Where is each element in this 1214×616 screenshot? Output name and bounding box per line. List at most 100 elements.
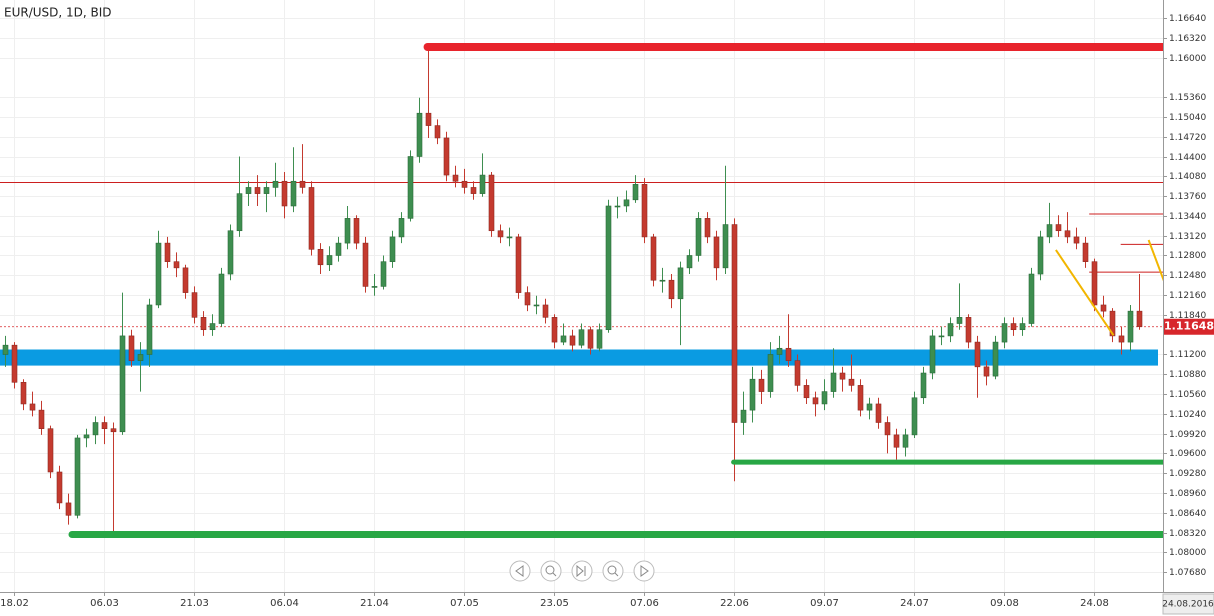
- candle-body: [587, 329, 594, 349]
- x-tick-label: 23.05: [540, 598, 569, 609]
- candle-body: [650, 236, 657, 281]
- support-zone: [0, 349, 1158, 366]
- candle-body: [812, 397, 819, 405]
- x-tick-label: 07.05: [450, 598, 479, 609]
- candle-body: [74, 437, 81, 516]
- candle-body: [245, 187, 252, 194]
- x-tick-label: 21.04: [360, 598, 389, 609]
- candle-body: [1082, 242, 1089, 262]
- candle-body: [956, 317, 963, 324]
- candle-body: [155, 242, 162, 306]
- candle-body: [965, 317, 972, 343]
- candle-body: [200, 317, 207, 331]
- x-tick-label: 21.03: [180, 598, 209, 609]
- candle-body: [209, 323, 216, 331]
- candle-body: [641, 184, 648, 238]
- candle-body: [254, 187, 261, 194]
- candle-body: [1046, 224, 1053, 238]
- candle-body: [776, 347, 783, 355]
- candle-body: [794, 360, 801, 386]
- y-tick-label: 1.08320: [1169, 529, 1206, 539]
- candle-body: [182, 267, 189, 293]
- candle-body: [974, 341, 981, 368]
- candle-body: [605, 205, 612, 331]
- candle-body: [398, 218, 405, 238]
- y-tick-label: 1.09280: [1169, 469, 1206, 479]
- candle-body: [2, 344, 9, 355]
- candle-body: [1073, 236, 1080, 244]
- chart-title: EUR/USD, 1D, BID: [4, 6, 112, 20]
- candle-body: [596, 329, 603, 349]
- y-tick-label: 1.08000: [1169, 548, 1206, 558]
- candle-body: [29, 403, 36, 411]
- candle-body: [731, 224, 738, 423]
- y-tick-label: 1.08640: [1169, 509, 1206, 519]
- candle-body: [1118, 335, 1125, 343]
- candle-body: [326, 255, 333, 266]
- candle-body: [1109, 310, 1116, 337]
- scroll-left-button[interactable]: [509, 560, 531, 582]
- y-tick-label: 1.12800: [1169, 251, 1206, 261]
- candle-body: [551, 317, 558, 343]
- y-tick-label: 1.12160: [1169, 291, 1206, 301]
- zoom-in-button[interactable]: [602, 560, 624, 582]
- candle-body: [875, 403, 882, 423]
- candle-body: [290, 180, 297, 207]
- candle-body: [425, 112, 432, 126]
- trend-line: [1147, 239, 1163, 282]
- candle-body: [929, 335, 936, 374]
- candle-body: [722, 224, 729, 269]
- y-tick-label: 1.10880: [1169, 370, 1206, 380]
- candle-body: [560, 335, 567, 343]
- x-tick-label: 07.06: [630, 598, 659, 609]
- candle-body: [344, 218, 351, 244]
- reset-button[interactable]: [571, 560, 593, 582]
- candle-body: [983, 366, 990, 377]
- candle-body: [614, 205, 621, 208]
- candle-body: [407, 156, 414, 219]
- candle-body: [947, 323, 954, 337]
- candle-body: [371, 286, 378, 288]
- candle-body: [893, 434, 900, 448]
- candle-body: [434, 125, 441, 139]
- candle-body: [488, 174, 495, 232]
- grid: [0, 0, 1163, 592]
- scroll-right-button[interactable]: [633, 560, 655, 582]
- candle-body: [389, 236, 396, 262]
- candle-body: [749, 378, 756, 411]
- candle-body: [911, 397, 918, 436]
- candle-body: [380, 261, 387, 287]
- candle-body: [20, 381, 27, 405]
- x-tick-label: 09.07: [810, 598, 839, 609]
- y-tick-label: 1.14720: [1169, 133, 1206, 143]
- y-tick-label: 1.16320: [1169, 34, 1206, 44]
- y-tick-label: 1.13760: [1169, 192, 1206, 202]
- candle-body: [515, 236, 522, 293]
- y-tick-label: 1.13440: [1169, 212, 1206, 222]
- candle-body: [128, 335, 135, 361]
- candle-body: [1091, 261, 1098, 306]
- candle-body: [479, 174, 486, 194]
- candle-body: [713, 236, 720, 269]
- plot-area: [0, 43, 1163, 538]
- last-price-box: [1164, 318, 1214, 335]
- candle-body: [263, 187, 270, 194]
- candle-body: [695, 218, 702, 256]
- candle-body: [119, 335, 126, 433]
- y-tick-label: 1.10240: [1169, 410, 1206, 420]
- candle-body: [173, 261, 180, 269]
- candle-body: [1001, 323, 1008, 343]
- candle-body: [164, 242, 171, 262]
- zoom-out-button[interactable]: [540, 560, 562, 582]
- candle-body: [506, 236, 513, 239]
- y-tick-label: 1.14080: [1169, 172, 1206, 182]
- candle-body: [1037, 236, 1044, 275]
- candle-body: [110, 428, 117, 433]
- candle-body: [1127, 310, 1134, 343]
- candle-body: [443, 137, 450, 176]
- candle-body: [92, 422, 99, 436]
- candle-body: [452, 174, 459, 182]
- candle-body: [137, 354, 144, 361]
- candle-body: [11, 344, 18, 383]
